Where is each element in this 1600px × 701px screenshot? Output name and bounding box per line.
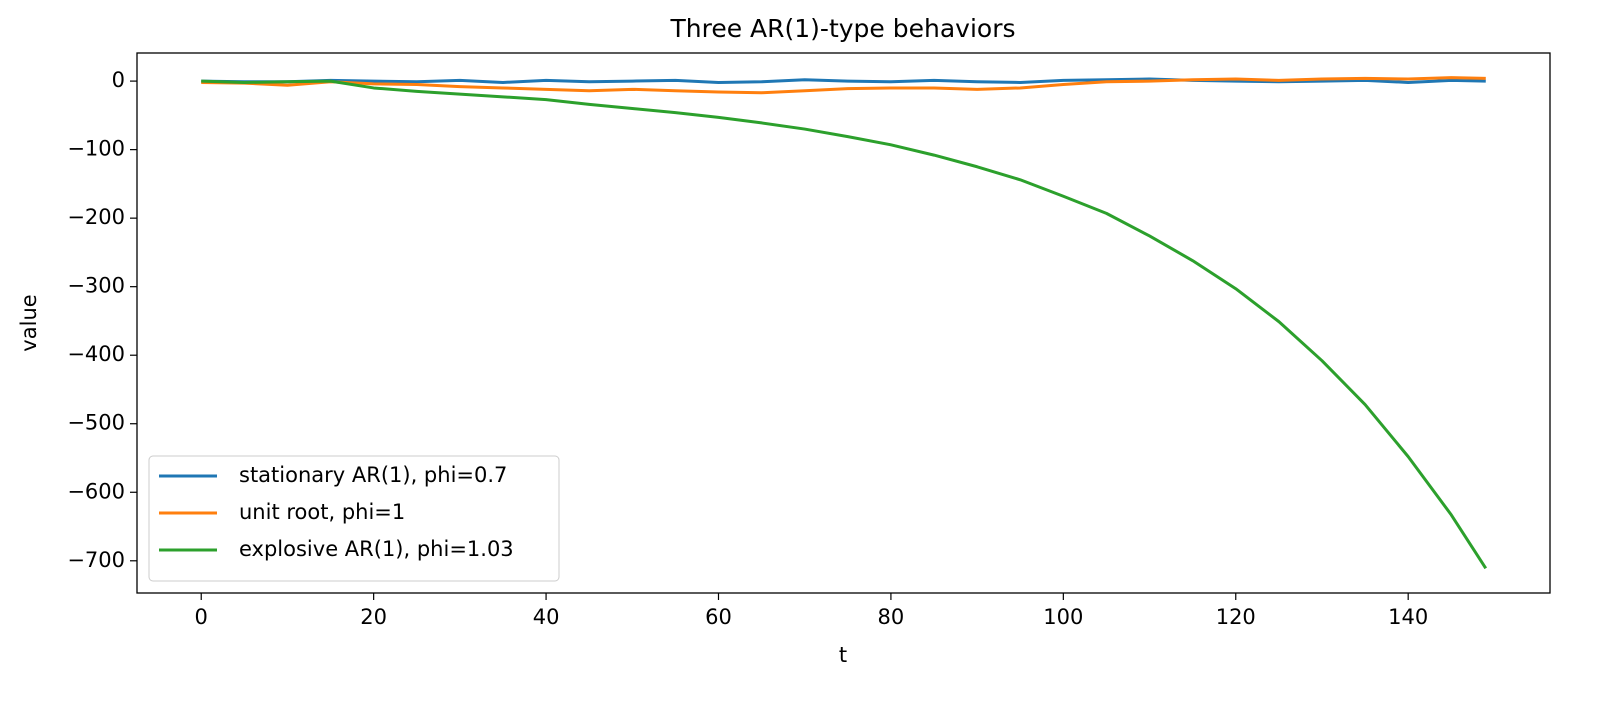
y-tick-label: −700 (67, 548, 125, 572)
series-line (201, 76, 1486, 95)
chart-title: Three AR(1)-type behaviors (669, 14, 1015, 43)
x-tick-label: 80 (878, 605, 905, 629)
x-tick-label: 120 (1216, 605, 1256, 629)
x-tick-label: 60 (705, 605, 732, 629)
series-line (201, 79, 1488, 570)
legend: stationary AR(1), phi=0.7 unit root, phi=… (148, 455, 560, 582)
y-tick-label: −200 (67, 205, 125, 229)
y-tick-label: −100 (67, 137, 125, 161)
x-tick-label: 140 (1388, 605, 1428, 629)
y-tick-label: 0 (112, 68, 125, 92)
plot-frame (136, 52, 1551, 594)
x-tick-label: 20 (360, 605, 387, 629)
y-tick-label: −400 (67, 342, 125, 366)
legend-box (148, 455, 560, 582)
x-tick-label: 0 (195, 605, 208, 629)
legend-label: unit root, phi=1 (239, 500, 405, 524)
y-axis-label: value (17, 294, 41, 351)
x-tick-label: 40 (533, 605, 560, 629)
x-axis-label: t (839, 643, 847, 667)
y-tick-label: −600 (67, 479, 125, 503)
y-tick-label: −300 (67, 274, 125, 298)
x-tick-label: 100 (1043, 605, 1083, 629)
legend-label: stationary AR(1), phi=0.7 (239, 463, 507, 487)
legend-label: explosive AR(1), phi=1.03 (239, 537, 514, 561)
y-tick-label: −500 (67, 411, 125, 435)
